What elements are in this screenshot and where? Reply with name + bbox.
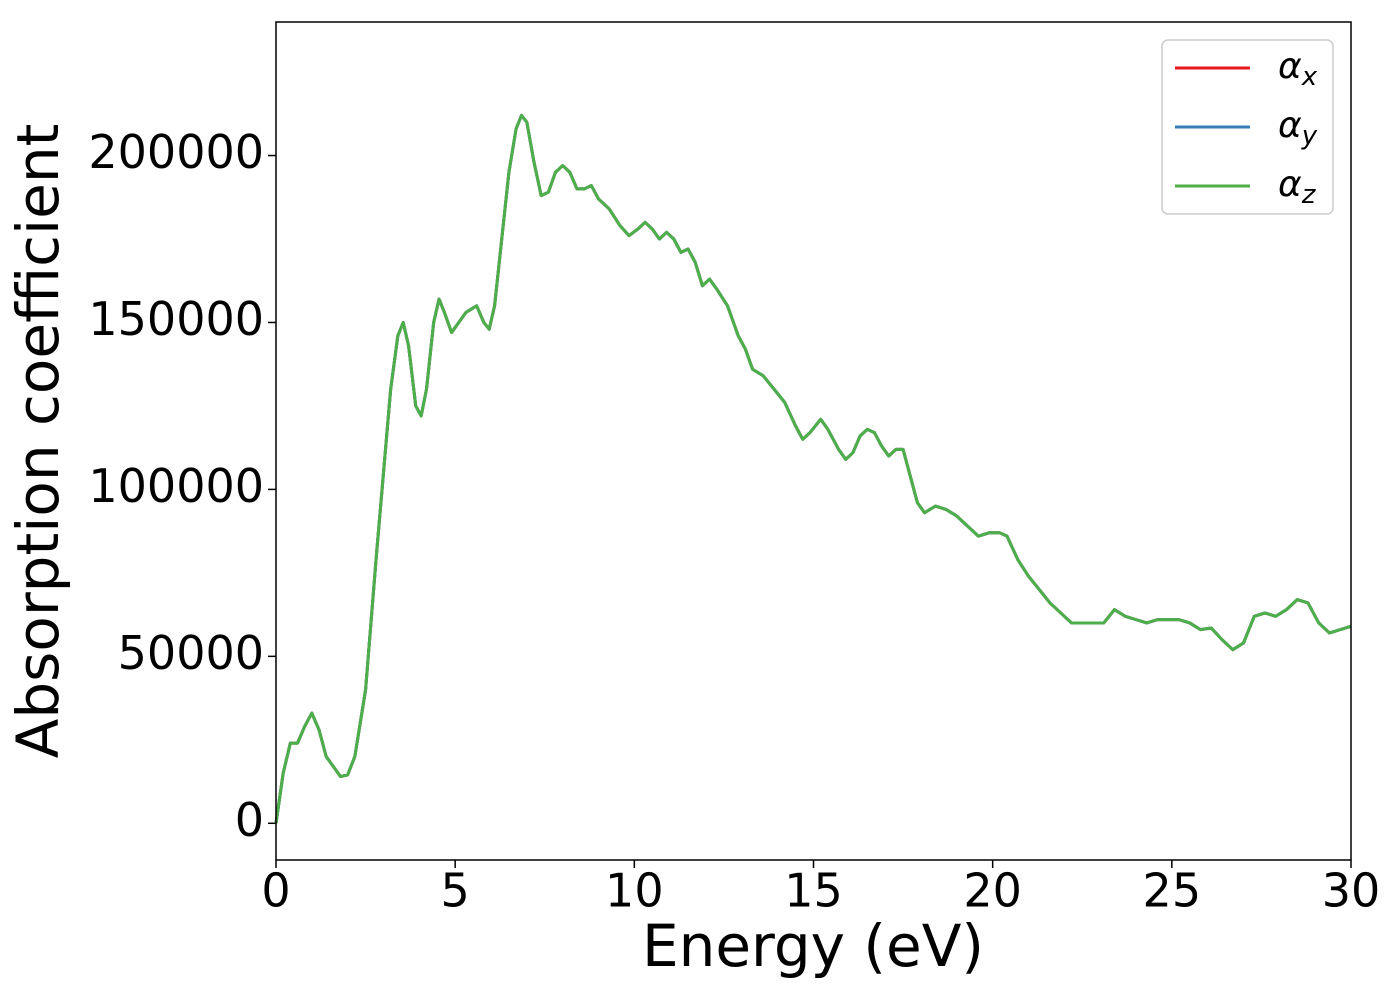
y-tick-label: 50000	[118, 626, 264, 680]
x-tick-label: 20	[963, 864, 1022, 918]
y-tick-label: 0	[235, 793, 264, 847]
y-tick-label: 150000	[88, 292, 264, 346]
data-line	[274, 113, 1352, 824]
y-tick-label: 200000	[88, 125, 264, 179]
y-tick-label: 100000	[88, 459, 264, 513]
x-tick-label: 5	[441, 864, 470, 918]
x-tick-label: 10	[605, 864, 664, 918]
data-line	[274, 113, 1352, 824]
x-tick-label: 15	[784, 864, 843, 918]
y-axis-label: Absorption coefficient	[4, 124, 72, 759]
x-tick-label: 0	[261, 864, 290, 918]
x-tick-label: 25	[1143, 864, 1202, 918]
legend-label: αy	[1278, 105, 1318, 151]
x-tick-label: 30	[1322, 864, 1381, 918]
data-line	[274, 113, 1352, 824]
x-axis-label: Energy (eV)	[642, 912, 984, 980]
legend-label: αx	[1278, 46, 1318, 92]
legend-label: αz	[1278, 164, 1317, 210]
plot-frame	[275, 21, 1352, 861]
